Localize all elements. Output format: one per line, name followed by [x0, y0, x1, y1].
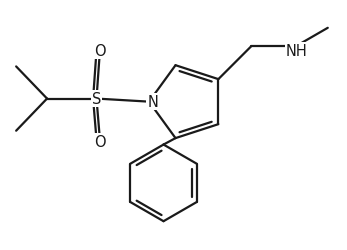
Text: O: O: [94, 134, 105, 149]
Text: S: S: [92, 92, 101, 107]
Text: N: N: [147, 95, 158, 110]
Text: O: O: [94, 44, 105, 59]
Text: NH: NH: [286, 44, 308, 59]
